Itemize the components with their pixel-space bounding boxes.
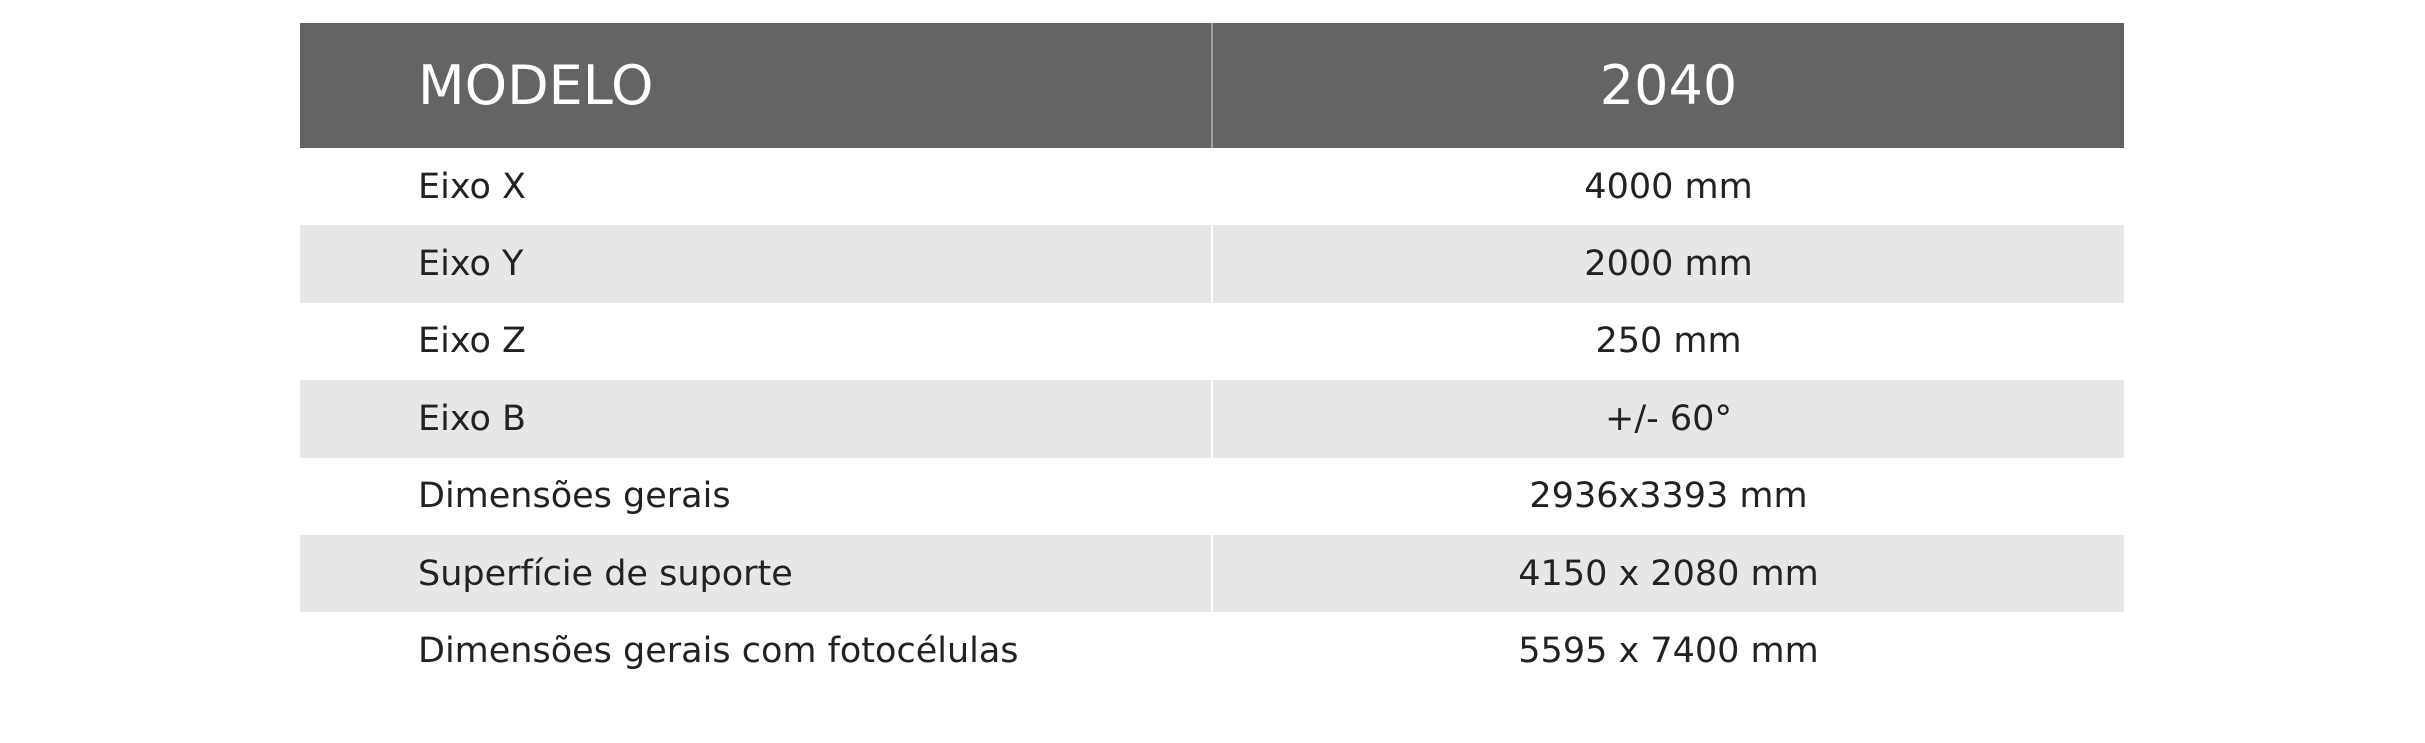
table-cell: +/- 60° — [1605, 398, 1732, 439]
table-cell: 250 mm — [1595, 321, 1742, 362]
table-cell: Superfície de suporte — [300, 534, 1213, 613]
table-row: Dimensões gerais com fotocélulas 5595 x 7… — [300, 612, 2124, 689]
table-cell: 2936x3393 mm — [1529, 476, 1808, 517]
table-row: Dimensões gerais 2936x3393 mm — [300, 458, 2124, 535]
table-cell: 2000 mm — [1584, 244, 1753, 285]
table-row: Superfície de suporte 4150 x 2080 mm — [300, 534, 2124, 613]
table-row: Eixo X 4000 mm — [300, 148, 2124, 225]
table-row: Eixo Z 250 mm — [300, 303, 2124, 380]
table-cell: 4150 x 2080 mm — [1518, 553, 1819, 594]
table-cell: Eixo X — [418, 166, 526, 207]
table-cell: Eixo B — [300, 380, 1213, 458]
table-cell: MODELO — [300, 23, 1213, 148]
table-cell: Eixo Y — [300, 225, 1213, 303]
table-cell: Eixo Z — [418, 321, 526, 362]
table-cell: 4000 mm — [1584, 166, 1753, 207]
table-cell: 2040 — [1599, 54, 1738, 117]
table-row: Eixo B +/- 60° — [300, 380, 2124, 458]
table-cell: Dimensões gerais com fotocélulas — [418, 631, 1019, 672]
table-row: Eixo Y 2000 mm — [300, 225, 2124, 303]
spec-table: MODELO 2040 Eixo X 4000 mm Eixo Y 2000 mm Eixo… — [300, 23, 2124, 690]
table-cell: 5595 x 7400 mm — [1518, 631, 1819, 672]
table-header: MODELO 2040 — [300, 23, 2124, 148]
table-cell: Dimensões gerais — [418, 476, 731, 517]
